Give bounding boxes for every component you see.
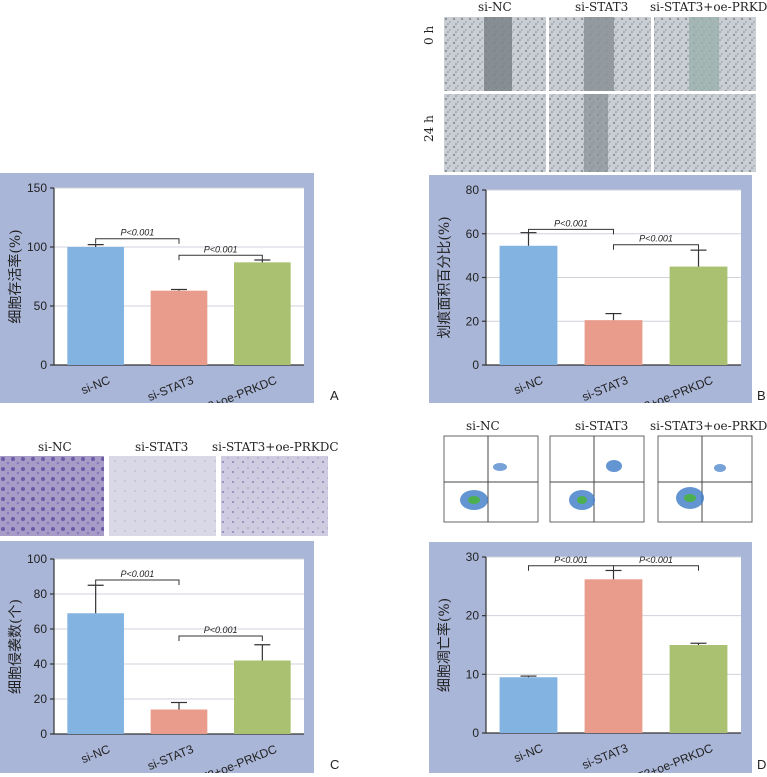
transwell-col-label-si-stat3: si-STAT3	[135, 440, 189, 454]
wound-row-label-24h: 24 h	[422, 115, 436, 142]
flow-col-label-si-stat3: si-STAT3	[575, 419, 629, 433]
panel-letter-b: B	[757, 388, 766, 403]
y-tick-label: 100	[27, 552, 47, 566]
y-tick-label: 20	[466, 314, 480, 328]
x-tick-label: si-STAT3	[145, 373, 195, 403]
significance-bracket	[528, 228, 614, 235]
bar-si-stat3-oe-prkdc	[234, 660, 291, 734]
x-tick-label: si-STAT3	[580, 373, 630, 403]
y-axis-label: 细胞存活率(%)	[7, 229, 24, 323]
significance-bracket	[95, 238, 180, 244]
flow-plot-si-stat3	[549, 435, 645, 523]
transwell-image-si-stat3-oe-prkdc	[221, 456, 328, 536]
y-axis-label: 划痕面积百分比(%)	[437, 216, 453, 338]
significance-label: P<0.001	[204, 625, 238, 635]
y-axis-label: 细胞凋亡率(%)	[436, 598, 453, 692]
transwell-col-label-si-stat3-oe-prkdc: si-STAT3+oe-PRKDC	[212, 440, 339, 454]
y-tick-label: 150	[27, 181, 47, 195]
chart-panel-b: 0 20 40 60 80 si-NC si-STAT3 si-STAT3+oe-PRKDC P…	[429, 175, 752, 429]
bar-si-nc	[67, 247, 124, 365]
y-tick-label: 60	[34, 622, 48, 636]
panel-letter-a: A	[330, 388, 339, 403]
y-tick-label: 20	[466, 609, 480, 623]
y-tick-label: 10	[466, 667, 480, 681]
x-tick-label: si-NC	[512, 741, 545, 765]
wound-col-label-si-stat3: si-STAT3	[575, 0, 629, 14]
chart-panel-d: 0 10 20 30 si-NC si-STAT3 si-STAT3+oe-PRKDC P<0…	[429, 542, 752, 777]
bar-si-stat3	[150, 290, 208, 365]
panel-letter-d: D	[757, 757, 767, 772]
y-tick-label: 80	[466, 183, 480, 197]
transwell-image-grid	[0, 456, 328, 536]
transwell-image-si-stat3	[109, 456, 216, 536]
bar-si-nc	[499, 677, 558, 733]
significance-label: P<0.001	[639, 234, 673, 244]
wound-image-si-nc-24h	[444, 94, 546, 172]
wound-row-label-0h: 0 h	[422, 25, 436, 45]
flow-col-label-si-nc: si-NC	[466, 419, 500, 433]
wound-image-si-stat3-oe-prkdc-24h	[654, 94, 756, 172]
wound-healing-image-grid	[444, 17, 756, 172]
wound-col-label-si-stat3-oe-prkdc: si-STAT3+oe-PRKDC	[650, 0, 767, 14]
bar-si-stat3	[584, 320, 643, 365]
x-tick-label: si-NC	[79, 742, 112, 766]
y-tick-label: 0	[40, 727, 47, 741]
flow-plot-si-stat3-oe-prkdc	[657, 435, 753, 523]
y-tick-label: 0	[472, 726, 479, 740]
significance-bracket	[613, 565, 699, 571]
chart-panel-c: 0 20 40 60 80 100 si-NC si-STAT3 si-STAT3+oe-PRK…	[0, 541, 314, 777]
y-tick-label: 0	[472, 358, 479, 372]
bar-si-stat3	[150, 709, 208, 734]
significance-bracket	[613, 244, 699, 250]
chart-panel-a: 0 50 100 150 si-NC si-STAT3 si-STAT3+oe-PRKDC P…	[0, 173, 314, 429]
y-axis-label: 细胞侵袭数(个)	[7, 599, 24, 694]
transwell-image-si-nc	[0, 456, 104, 536]
x-tick-label: si-NC	[512, 373, 545, 397]
y-tick-label: 100	[27, 240, 47, 254]
significance-label: P<0.001	[204, 244, 238, 254]
significance-label: P<0.001	[639, 555, 673, 565]
y-tick-label: 20	[34, 692, 48, 706]
y-tick-label: 50	[34, 299, 48, 313]
flow-cytometry-image-grid	[443, 435, 753, 523]
x-tick-label: si-NC	[79, 373, 112, 397]
significance-label: P<0.001	[554, 218, 588, 228]
bar-si-stat3	[584, 579, 643, 733]
panel-letter-c: C	[330, 757, 340, 772]
bar-si-stat3-oe-prkdc	[669, 266, 728, 365]
bar-si-stat3-oe-prkdc	[669, 645, 728, 733]
significance-bracket	[178, 635, 263, 641]
x-tick-label: si-STAT3	[580, 741, 630, 772]
significance-bracket	[95, 579, 180, 585]
significance-label: P<0.001	[554, 555, 588, 565]
y-tick-label: 0	[40, 358, 47, 372]
transwell-col-label-si-nc: si-NC	[38, 440, 72, 454]
x-tick-label: si-STAT3	[145, 742, 195, 773]
y-tick-label: 40	[466, 271, 480, 285]
y-tick-label: 60	[466, 227, 480, 241]
bar-si-nc	[499, 245, 558, 365]
significance-label: P<0.001	[120, 228, 154, 238]
y-tick-label: 80	[34, 587, 48, 601]
wound-col-label-si-nc: si-NC	[478, 0, 512, 14]
significance-bracket	[178, 254, 263, 261]
flow-plot-si-nc	[443, 435, 539, 523]
bar-si-stat3-oe-prkdc	[234, 262, 291, 365]
y-tick-label: 30	[466, 550, 480, 564]
flow-col-label-si-stat3-oe-prkdc: si-STAT3+oe-PRKDC	[650, 419, 767, 433]
y-tick-label: 40	[34, 657, 48, 671]
significance-label: P<0.001	[120, 569, 154, 579]
bar-si-nc	[67, 613, 124, 734]
